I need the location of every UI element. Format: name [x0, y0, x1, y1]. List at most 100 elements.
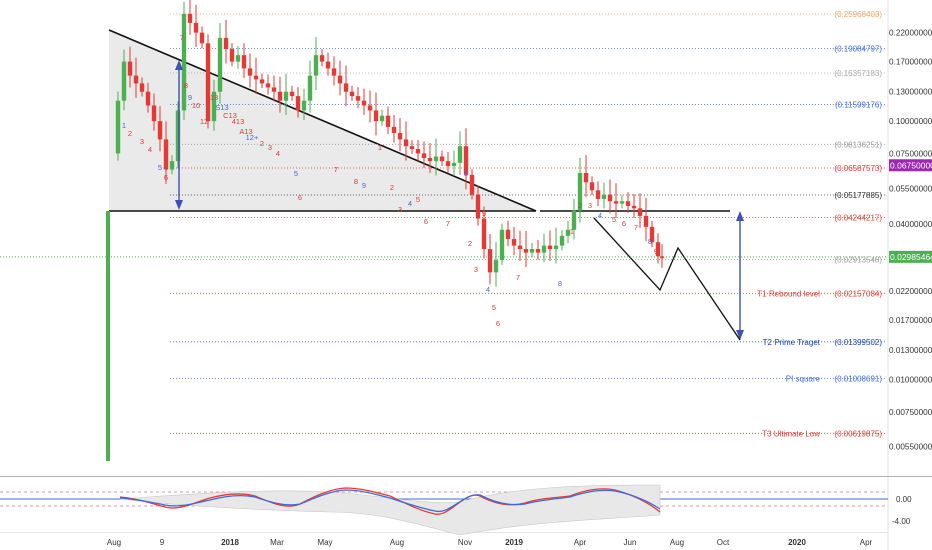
td-count-label: 13: [210, 93, 218, 102]
candle-body: [289, 91, 295, 97]
x-tick-label: 2020: [788, 538, 806, 547]
level-price-label: (0.04244217): [834, 213, 882, 222]
candle-body: [355, 96, 361, 101]
candle-body: [265, 83, 271, 88]
initial-candle: [106, 211, 110, 461]
level-price-label: (0.01008691): [834, 375, 882, 384]
td-count-label: 12: [200, 117, 208, 126]
x-tick-label: Apr: [574, 538, 587, 547]
candle-body: [319, 55, 325, 62]
candle-body: [607, 194, 613, 202]
level-price-label: (0.08136251): [834, 140, 882, 149]
candle-body: [235, 55, 241, 62]
td-count-label: 1: [570, 227, 574, 236]
td-count-label: 8: [464, 169, 468, 178]
candle-body: [637, 208, 643, 216]
td-count-label: 6: [164, 173, 168, 182]
td-count-label: 4: [598, 211, 602, 220]
candle-body: [217, 37, 223, 92]
candle-body: [409, 146, 415, 150]
td-count-label: 9: [362, 181, 366, 190]
td-count-label: 1: [122, 121, 126, 130]
candle-body: [133, 75, 139, 84]
projection-path: [593, 217, 741, 341]
candle-body: [175, 110, 181, 162]
y-tick-label: 0.10000000: [889, 117, 932, 126]
td-count-label: 3: [588, 201, 592, 210]
candle-body: [343, 83, 349, 92]
candle-body: [601, 194, 607, 199]
osc-fast-line: [119, 487, 661, 515]
candle-body: [181, 13, 187, 111]
td-count-label: 5: [492, 303, 496, 312]
candle-body: [169, 161, 175, 170]
y-tick-label: 0.02200000: [889, 287, 932, 296]
td-count-label: 2: [390, 183, 394, 192]
td-count-label: 5: [416, 195, 420, 204]
level-price-label: (0.02157084): [834, 289, 882, 298]
td-count-label: 7: [516, 273, 520, 282]
x-tick-label: 2019: [505, 538, 523, 547]
td-count-label: 9: [188, 93, 192, 102]
candle-body: [493, 260, 499, 273]
candle-body: [529, 249, 535, 253]
candle-body: [619, 201, 625, 204]
td-count-label: 7: [334, 165, 338, 174]
candle-body: [247, 68, 253, 76]
candle-body: [127, 61, 133, 76]
candle-body: [427, 158, 433, 162]
td-count-label: 4: [408, 199, 412, 208]
td-count-label: 7: [446, 219, 450, 228]
level-name-label: T2 Prime Traget: [763, 338, 821, 347]
candle-body: [535, 249, 541, 253]
x-tick-label: Aug: [107, 538, 121, 547]
td-count-label: 413: [232, 117, 245, 126]
candle-body: [253, 75, 259, 80]
candle-body: [577, 173, 583, 211]
level-price-label: (0.00619875): [834, 429, 882, 438]
td-count-label: S13: [215, 103, 228, 112]
candle-body: [469, 174, 475, 195]
candle-body: [655, 242, 661, 257]
height-arrow-head-down: [175, 200, 183, 210]
x-tick-label: 2018: [221, 538, 239, 547]
candle-body: [439, 156, 445, 162]
td-count-label: 2: [128, 129, 132, 138]
td-count-label: C13: [223, 111, 237, 120]
osc-slow-line: [119, 489, 661, 512]
td-count-label: 5: [294, 169, 298, 178]
td-count-label: 3: [140, 137, 144, 146]
candle-body: [649, 226, 655, 243]
candle-body: [421, 153, 427, 159]
candle-body: [367, 105, 373, 111]
current-price-text: 0.02985464: [890, 252, 932, 262]
candle-body: [433, 156, 439, 162]
level-price-label: (0.11599176): [835, 100, 882, 109]
candle-body: [397, 132, 403, 140]
osc-tick-zero: 0.00: [896, 495, 912, 504]
marked-price-text: 0.06750000: [890, 160, 932, 170]
td-count-label: 2: [468, 239, 472, 248]
y-tick-label: 0.17000000: [889, 58, 932, 67]
candle-body: [187, 13, 193, 23]
level-price-label: (0.19084797): [834, 45, 882, 54]
level-name-label: PI square: [786, 375, 821, 384]
x-tick-label: Nov: [458, 538, 472, 547]
candle-body: [451, 162, 457, 167]
td-count-label: 8: [648, 237, 652, 246]
candle-body: [145, 91, 151, 106]
candle-body: [157, 121, 163, 140]
x-tick-label: Mar: [270, 538, 284, 547]
candle-body: [223, 37, 229, 50]
candle-body: [283, 91, 289, 101]
target-arrow-head-up: [736, 211, 744, 221]
candle-body: [595, 190, 601, 199]
level-price-label: (0.05177885): [834, 191, 882, 200]
x-tick-label: Oct: [717, 538, 730, 547]
candle-body: [295, 96, 301, 111]
candle-body: [361, 100, 367, 106]
td-count-label: 4: [276, 149, 280, 158]
candle-body: [115, 100, 121, 154]
candle-body: [259, 79, 265, 84]
candle-body: [571, 210, 577, 230]
